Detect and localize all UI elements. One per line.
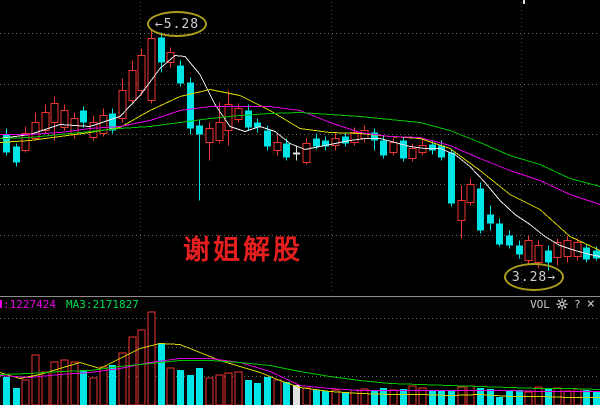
vol-pane-label[interactable]: VOL <box>530 297 550 311</box>
help-button[interactable]: ? <box>573 297 581 311</box>
clipped-glyph <box>0 300 2 308</box>
settings-gear-icon[interactable] <box>556 298 568 310</box>
low-price-label: 3.28→ <box>511 269 557 285</box>
volume-pane-header: :1227424 MA3:2171827 VOL ? × <box>0 296 600 311</box>
low-price-callout: 3.28→ <box>504 263 564 291</box>
volume-ma3-value: MA3:2171827 <box>65 297 139 311</box>
watermark-text: 谢姐解股 <box>183 235 303 266</box>
cursor-tick <box>523 0 525 4</box>
high-price-label: ←5.28 <box>154 16 200 32</box>
volume-ma2-value: :1227424 <box>3 297 56 311</box>
high-price-callout: ←5.28 <box>147 11 207 37</box>
close-pane-button[interactable]: × <box>586 296 595 312</box>
volume-indicator-readout: :1227424 MA3:2171827 <box>0 298 139 311</box>
